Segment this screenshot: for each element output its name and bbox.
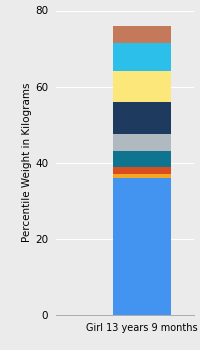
Bar bbox=[113, 134, 171, 151]
Bar bbox=[113, 151, 171, 167]
Bar bbox=[113, 71, 171, 102]
Bar bbox=[113, 102, 171, 134]
Bar bbox=[113, 43, 171, 71]
Bar bbox=[113, 26, 171, 43]
Bar bbox=[113, 167, 171, 174]
Bar bbox=[113, 174, 171, 178]
Bar bbox=[113, 178, 171, 315]
Y-axis label: Percentile Weight in Kilograms: Percentile Weight in Kilograms bbox=[22, 83, 32, 243]
